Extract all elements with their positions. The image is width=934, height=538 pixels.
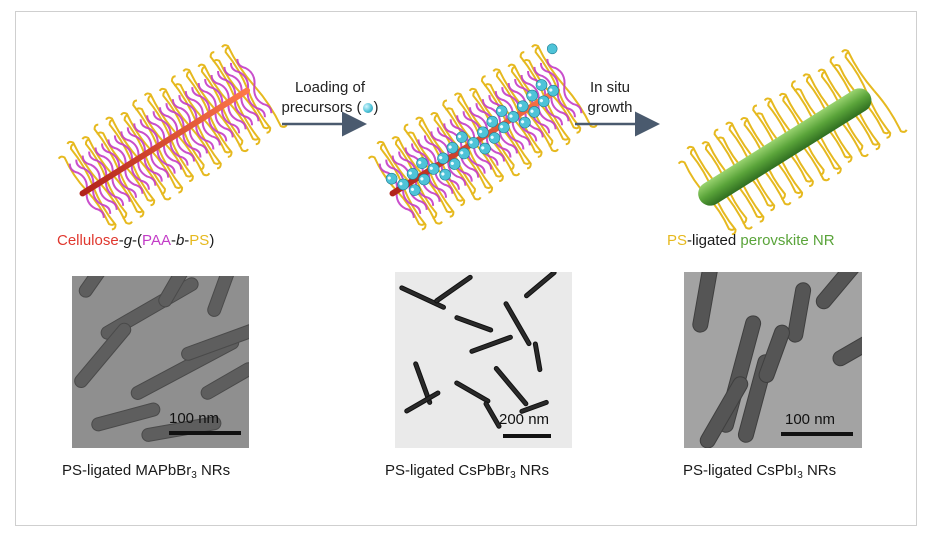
tem-image-cspbbr3: 200 nm <box>395 272 572 448</box>
bottlebrush-polymer <box>57 44 288 231</box>
label-cellulose-copolymer: Cellulose-g-(PAA-b-PS) <box>57 232 215 249</box>
arrow-label-growth: In situ growth <box>570 78 650 118</box>
scale-label-2: 200 nm <box>499 411 550 428</box>
caption-mapbbr3: PS-ligated MAPbBr3 NRs <box>62 462 231 481</box>
tem-image-cspbi3: 100 nm <box>684 272 862 448</box>
scale-bar-1 <box>169 431 241 435</box>
perovskite-nanorod <box>677 49 908 235</box>
tem-image-mapbbr3: 100 nm <box>72 276 249 448</box>
precursor-icon <box>362 103 373 114</box>
caption-cspbbr3: PS-ligated CsPbBr3 NRs <box>385 462 549 481</box>
label-perovskite-nr: PS-ligated perovskite NR <box>667 232 835 249</box>
growth-line1: In situ <box>589 79 631 96</box>
schematic-svg <box>57 43 908 235</box>
loading-line1: Loading of <box>294 79 366 96</box>
scale-bar-3 <box>781 432 853 436</box>
scale-label-3: 100 nm <box>785 411 836 428</box>
caption-cspbi3: PS-ligated CsPbI3 NRs <box>683 462 837 481</box>
loading-line2: precursors () <box>281 99 379 116</box>
scale-label-1: 100 nm <box>169 410 220 427</box>
scale-bar-2 <box>503 434 551 438</box>
growth-line2: growth <box>587 99 633 116</box>
bottlebrush-loaded <box>367 43 598 231</box>
arrow-label-loading: Loading of precursors () <box>270 78 390 118</box>
